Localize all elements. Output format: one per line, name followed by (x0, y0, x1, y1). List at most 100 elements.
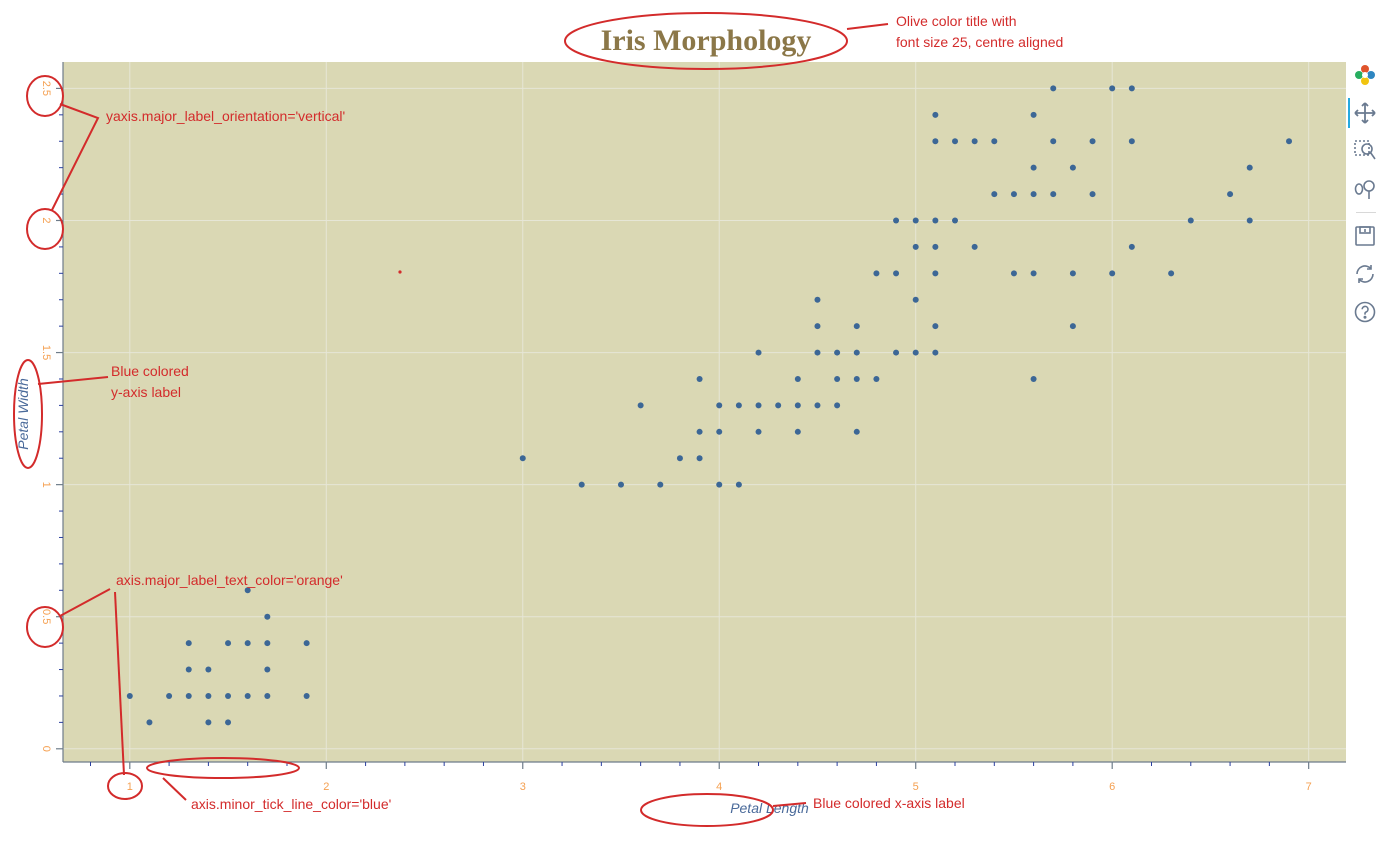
data-point (225, 692, 232, 699)
y-tick-label: 1 (40, 482, 52, 488)
stray-mark (398, 270, 402, 274)
xlabel-callout-line (772, 802, 807, 807)
data-point (205, 692, 212, 699)
ylabel-highlight-ellipse (13, 359, 43, 469)
data-point (1187, 217, 1194, 224)
reset-icon[interactable] (1350, 259, 1380, 289)
data-point (853, 428, 860, 435)
x-tick-label: 4 (716, 781, 722, 793)
data-point (1128, 243, 1135, 250)
data-point (932, 138, 939, 145)
data-point (991, 191, 998, 198)
y-tick-label: 0 (40, 746, 52, 752)
xtick-highlight-ellipse (107, 772, 143, 800)
y-axis-label: Petal Width (15, 378, 31, 450)
data-point (716, 402, 723, 409)
data-point (1010, 270, 1017, 277)
data-point (519, 455, 526, 462)
data-point (755, 349, 762, 356)
annotation-ylabel-2: y-axis label (111, 384, 181, 400)
bokeh-logo-icon[interactable] (1350, 60, 1380, 90)
data-point (1089, 191, 1096, 198)
data-point (893, 217, 900, 224)
pan-icon[interactable] (1348, 98, 1380, 128)
data-point (814, 349, 821, 356)
x-tick-label: 7 (1306, 781, 1312, 793)
data-point (696, 455, 703, 462)
data-point (1128, 85, 1135, 92)
annotation-title-1: Olive color title with (896, 13, 1017, 29)
annotation-xlabel: Blue colored x-axis label (813, 795, 965, 811)
data-point (1030, 191, 1037, 198)
x-tick-label: 1 (127, 781, 133, 793)
data-point (1069, 270, 1076, 277)
y-tick-label: 0.5 (40, 609, 52, 624)
data-point (1286, 138, 1293, 145)
data-point (735, 402, 742, 409)
x-tick-label: 6 (1109, 781, 1115, 793)
data-point (716, 428, 723, 435)
data-point (932, 323, 939, 330)
data-point (244, 587, 251, 594)
x-axis-label: Petal Length (730, 800, 809, 816)
data-point (225, 640, 232, 647)
data-point (696, 428, 703, 435)
data-point (971, 243, 978, 250)
y-tick-label: 1.5 (40, 345, 52, 360)
data-point (1128, 138, 1135, 145)
data-point (834, 349, 841, 356)
data-point (775, 402, 782, 409)
orange-callout-line-1 (59, 588, 111, 617)
data-point (1010, 191, 1017, 198)
data-point (1246, 164, 1253, 171)
data-point (794, 402, 801, 409)
data-point (676, 455, 683, 462)
data-point (1227, 191, 1234, 198)
data-point (971, 138, 978, 145)
data-point (1030, 111, 1037, 118)
data-point (932, 111, 939, 118)
data-point (853, 375, 860, 382)
save-icon[interactable] (1350, 221, 1380, 251)
data-point (146, 719, 153, 726)
data-point (205, 719, 212, 726)
plot-area (63, 62, 1346, 762)
data-point (814, 323, 821, 330)
orange-callout-line-2 (114, 591, 125, 776)
data-point (932, 270, 939, 277)
toolbar-separator (1356, 212, 1376, 213)
data-point (912, 349, 919, 356)
wheel-zoom-icon[interactable] (1350, 174, 1380, 204)
annotation-minor-tick: axis.minor_tick_line_color='blue' (191, 796, 391, 812)
title-highlight-ellipse (564, 12, 848, 70)
data-point (893, 349, 900, 356)
title-callout-line (846, 23, 889, 30)
x-tick-label: 2 (323, 781, 329, 793)
data-point (932, 349, 939, 356)
data-point (716, 481, 723, 488)
data-point (1069, 323, 1076, 330)
data-point (912, 243, 919, 250)
x-tick-label: 3 (520, 781, 526, 793)
data-point (185, 640, 192, 647)
data-point (1246, 217, 1253, 224)
data-point (794, 375, 801, 382)
data-point (303, 640, 310, 647)
box-zoom-icon[interactable] (1350, 136, 1380, 166)
data-point (991, 138, 998, 145)
data-point (912, 217, 919, 224)
x-tick-label: 5 (913, 781, 919, 793)
data-point (834, 375, 841, 382)
ytick-highlight-ellipse-mid (26, 208, 64, 250)
data-point (893, 270, 900, 277)
data-point (657, 481, 664, 488)
y-tick-label: 2 (40, 217, 52, 223)
data-point (264, 640, 271, 647)
data-point (1030, 270, 1037, 277)
data-point (814, 296, 821, 303)
data-point (244, 692, 251, 699)
help-icon[interactable] (1350, 297, 1380, 327)
data-point (1030, 164, 1037, 171)
minor-tick-callout-line (162, 777, 187, 801)
